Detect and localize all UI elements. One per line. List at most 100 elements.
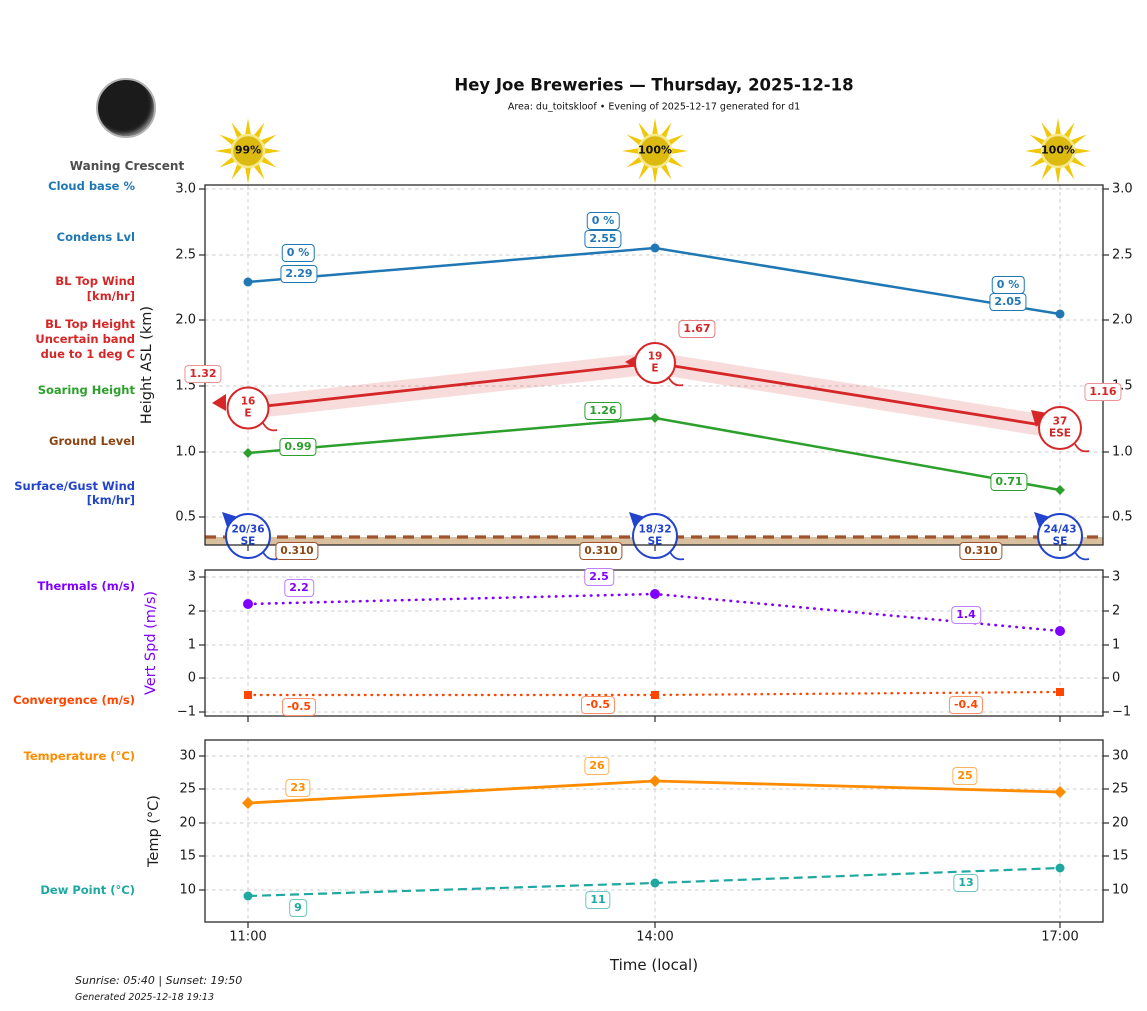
bl-wind-speed: 19 [647,350,663,363]
bl-wind-direction: ESE [1049,427,1071,439]
convergence-label: -0.4 [948,696,984,714]
surface-wind-markers [222,512,1090,561]
surface-wind-value: 18/32 SE [638,523,672,548]
cloud-base-markers [243,243,1065,319]
temp-axis-tick: 30 [1112,748,1129,764]
temp-axis-tick: 10 [179,882,196,898]
condens-level-label: 2.55 [584,230,622,248]
condens-level-label: 2.29 [280,265,318,283]
bl-wind-value: 37 ESE [1049,415,1071,440]
height-axis-tick: 3.0 [175,181,196,197]
vertspd-axis-tick: 2 [187,603,196,619]
surface-wind-direction: SE [1052,535,1068,547]
time-tick: 11:00 [229,929,267,945]
thermal-strength-label: 2.2 [284,579,314,597]
surface-wind-speed: 24/43 [1043,523,1077,536]
bl-wind-speed: 16 [240,395,256,408]
ground-elevation-label: 0.310 [959,542,1003,560]
thermal-strength-label: 1.4 [951,606,981,624]
thermals-markers [243,589,1065,636]
height-axis-tick: 2.0 [175,312,196,328]
height-panel-ticks [199,188,1109,551]
sunshine-pct-label: 99% [234,143,262,157]
surface-wind-direction: SE [240,535,256,547]
page-title: Hey Joe Breweries — Thursday, 2025-12-18 [454,75,854,95]
thermal-strength-label: 2.5 [584,568,614,586]
surface-wind-speed: 18/32 [638,523,672,536]
dew-point-markers [243,863,1065,901]
dew-point-label: 13 [953,874,979,892]
bl-wind-markers [212,342,1090,453]
bl-top-height-label: 1.32 [184,365,222,383]
soaring-height-label: 0.71 [990,473,1028,491]
cloud-base-line [247,246,1061,316]
bl-top-height-label: 1.16 [1084,383,1122,401]
temperature-label: 25 [952,767,978,785]
legend-soaring-height: Soaring Height [37,383,135,398]
thermals-line [246,592,1062,633]
height-axis-tick: 1.0 [175,444,196,460]
condens-level-label: 2.05 [989,293,1027,311]
sunshine-pct-label: 100% [638,143,672,157]
bl-wind-value: 16 E [240,395,256,420]
height-axis-label: Height ASL (km) [139,305,155,425]
legend-dew-point: Dew Point (°C) [40,883,135,898]
bl-wind-speed: 37 [1052,415,1068,428]
temp-panel-ticks [199,755,1109,928]
time-tick: 17:00 [1041,929,1079,945]
surface-wind-speed: 20/36 [231,523,265,536]
generated-label: Generated 2025-12-18 19:13 [75,992,215,1003]
vertspd-axis-tick: −1 [176,704,196,720]
temp-axis-tick: 20 [179,815,196,831]
vertspd-axis-tick: 0 [1112,670,1121,686]
soaring-height-label: 0.99 [279,438,317,456]
temperature-label: 23 [285,779,311,797]
legend-ground-level: Ground Level [49,434,135,449]
moon-icon [96,78,156,138]
legend-bl-top-height: BL Top Height [45,317,135,332]
vertspd-axis-tick: 0 [187,670,196,686]
bl-wind-direction: E [244,407,252,419]
cloud-pct-label: 0 % [281,244,315,262]
legend-thermals: Thermals (m/s) [37,579,135,594]
time-axis-label: Time (local) [609,956,699,974]
temp-axis-tick: 20 [1112,815,1129,831]
height-axis-tick: 2.0 [1112,312,1133,328]
cloud-pct-label: 0 % [991,276,1025,294]
legend-bl-top-wind-unit: [km/hr] [86,289,135,304]
temperature-markers [242,775,1066,809]
vertspd-axis-tick: −1 [1112,704,1132,720]
height-axis-tick: 0.5 [175,509,196,525]
cloud-pct-label: 0 % [586,212,620,230]
time-tick: 14:00 [636,929,674,945]
vertspd-axis-tick: 2 [1112,603,1121,619]
temp-axis-tick: 25 [179,781,196,797]
bl-wind-value: 19 E [647,350,663,375]
dew-point-label: 11 [585,891,611,909]
bl-wind-direction: E [651,362,659,374]
soaring-height-label: 1.26 [584,402,622,420]
page-subtitle: Area: du_toitskloof • Evening of 2025-12… [507,101,801,113]
sunshine-pct-label: 100% [1041,143,1075,157]
legend-cloud-base: Cloud base % [48,179,135,194]
height-axis-tick: 0.5 [1112,509,1133,525]
vertspd-panel-ticks [199,576,1109,722]
vertspd-axis-label: Vert Spd (m/s) [143,590,159,696]
temp-axis-tick: 10 [1112,882,1129,898]
legend-surface-wind-unit: [km/hr] [86,493,135,508]
temp-axis-tick: 15 [1112,848,1129,864]
dew-point-label: 9 [289,899,307,917]
ground-elevation-label: 0.310 [275,542,319,560]
temp-panel [204,739,1104,923]
temp-axis-tick: 25 [1112,781,1129,797]
convergence-label: -0.5 [281,698,317,716]
temperature-label: 26 [584,757,610,775]
soaring-height-markers [243,413,1065,495]
height-axis-tick: 1.0 [1112,444,1133,460]
soaring-height-line [247,416,1061,492]
bl-top-height-label: 1.67 [678,320,716,338]
height-axis-tick: 3.0 [1112,181,1133,197]
convergence-line [246,690,1062,697]
